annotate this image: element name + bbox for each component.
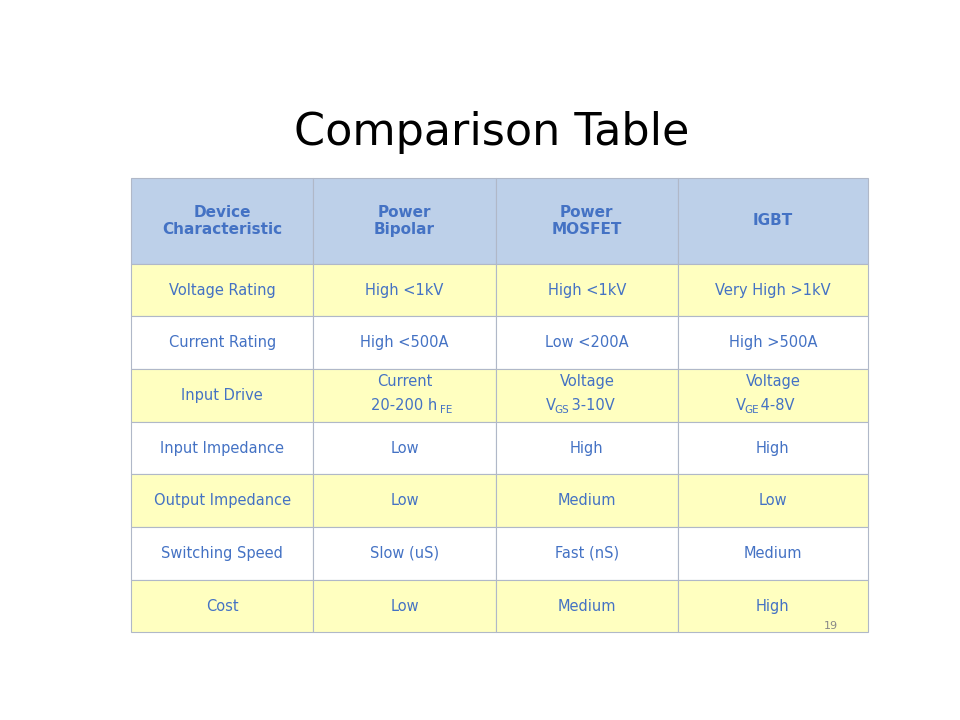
Bar [132, 178, 313, 264]
Bar [495, 527, 678, 580]
Text: Slow (uS): Slow (uS) [370, 546, 439, 561]
Bar [132, 369, 313, 422]
Text: Power
Bipolar: Power Bipolar [374, 204, 435, 237]
Text: Medium: Medium [558, 493, 616, 508]
Text: Device
Characteristic: Device Characteristic [162, 204, 282, 237]
Bar [313, 369, 495, 422]
Bar [495, 317, 678, 369]
Bar [132, 264, 313, 317]
Bar [495, 369, 678, 422]
Text: 20-200 h: 20-200 h [372, 398, 438, 413]
Bar [678, 317, 868, 369]
Bar [313, 422, 495, 474]
Text: 3-10V: 3-10V [566, 398, 614, 413]
Bar [678, 422, 868, 474]
Bar [313, 527, 495, 580]
Text: Current Rating: Current Rating [169, 336, 276, 351]
Text: Low: Low [391, 598, 419, 613]
Text: 19: 19 [824, 621, 838, 631]
Text: Low <200A: Low <200A [545, 336, 629, 351]
Bar [678, 369, 868, 422]
Text: GE: GE [745, 405, 759, 415]
Bar [495, 422, 678, 474]
Text: Low: Low [391, 441, 419, 456]
Bar [495, 178, 678, 264]
Bar [132, 527, 313, 580]
Text: Medium: Medium [558, 598, 616, 613]
Bar [678, 474, 868, 527]
Text: V: V [735, 398, 746, 413]
Text: High <1kV: High <1kV [547, 283, 626, 297]
Text: Voltage: Voltage [560, 374, 614, 389]
Text: Cost: Cost [206, 598, 239, 613]
Bar [313, 474, 495, 527]
Text: High: High [756, 441, 790, 456]
Bar [678, 178, 868, 264]
Bar [678, 580, 868, 632]
Text: Comparison Table: Comparison Table [295, 112, 689, 154]
Text: V: V [546, 398, 556, 413]
Bar [678, 527, 868, 580]
Text: GS: GS [555, 405, 569, 415]
Bar [132, 580, 313, 632]
Text: Output Impedance: Output Impedance [154, 493, 291, 508]
Text: Voltage: Voltage [745, 374, 801, 389]
Text: Fast (nS): Fast (nS) [555, 546, 619, 561]
Bar [495, 580, 678, 632]
Text: IGBT: IGBT [753, 213, 793, 228]
Text: High: High [570, 441, 604, 456]
Bar [313, 178, 495, 264]
Text: 4-8V: 4-8V [756, 398, 795, 413]
Bar [495, 474, 678, 527]
Text: High <500A: High <500A [360, 336, 449, 351]
Text: Input Drive: Input Drive [181, 388, 263, 403]
Text: Low: Low [758, 493, 787, 508]
Text: FE: FE [441, 405, 453, 415]
Bar [132, 422, 313, 474]
Bar [313, 317, 495, 369]
Text: Medium: Medium [744, 546, 803, 561]
Bar [132, 474, 313, 527]
Bar [132, 317, 313, 369]
Text: Very High >1kV: Very High >1kV [715, 283, 830, 297]
Text: Power
MOSFET: Power MOSFET [552, 204, 622, 237]
Text: Current: Current [377, 374, 432, 389]
Text: Switching Speed: Switching Speed [161, 546, 283, 561]
Text: Low: Low [391, 493, 419, 508]
Text: High: High [756, 598, 790, 613]
Bar [313, 264, 495, 317]
Bar [678, 264, 868, 317]
Bar [313, 580, 495, 632]
Text: High >500A: High >500A [729, 336, 817, 351]
Text: High <1kV: High <1kV [366, 283, 444, 297]
Bar [495, 264, 678, 317]
Text: Input Impedance: Input Impedance [160, 441, 284, 456]
Text: Voltage Rating: Voltage Rating [169, 283, 276, 297]
